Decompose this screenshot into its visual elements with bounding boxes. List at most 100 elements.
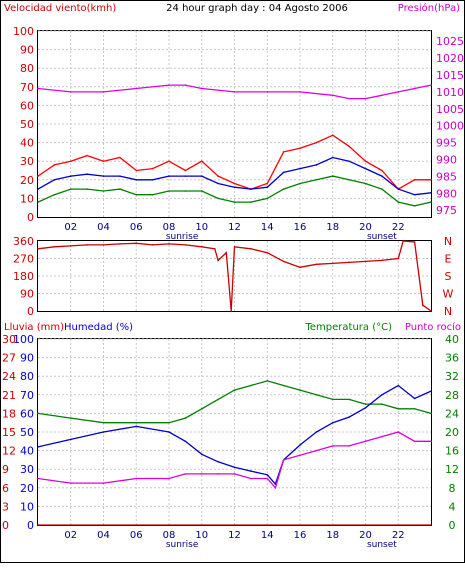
- humidity-tick-80: 80: [20, 370, 34, 383]
- series-temperature-line-point: [282, 384, 285, 387]
- series-direction-line-point: [402, 240, 405, 242]
- series-humidity-line-point: [102, 431, 105, 433]
- series-mean-line-point: [266, 186, 269, 188]
- series-temperature-line-point: [250, 384, 252, 387]
- x-tick-label-16: 16: [294, 222, 307, 233]
- series-dew-point-line-point: [397, 431, 400, 433]
- series-gust-line-point: [102, 160, 105, 162]
- series-gust-line-point: [53, 164, 56, 166]
- sunset-label: sunset: [367, 540, 397, 550]
- series-temperature-line-point: [37, 412, 39, 415]
- series-gust-line-point: [315, 141, 318, 144]
- series-pressure-line-point: [135, 87, 138, 90]
- series-direction-line-point: [168, 243, 170, 245]
- wind-grid: [38, 30, 431, 217]
- series-humidity-line-point: [135, 425, 138, 428]
- wind-tick-80: 80: [20, 62, 34, 75]
- series-minimum-line-point: [364, 182, 367, 185]
- series-minimum-line-point: [201, 190, 203, 192]
- series-dew-point-line-point: [70, 482, 72, 484]
- series-minimum-line-point: [217, 197, 219, 200]
- temperature-tick-4: 4: [449, 500, 456, 513]
- series-gust-line-point: [233, 182, 236, 185]
- x-tick-label-02: 02: [64, 530, 77, 541]
- series-humidity-line-point: [201, 453, 203, 456]
- x-tick-label-14: 14: [261, 530, 274, 541]
- temperature-axis-label: Temperatura (°C): [304, 322, 392, 333]
- wind-axis-ticks: 0102030405060708090100975980985990995100…: [13, 25, 464, 242]
- x-tick-label-10: 10: [195, 530, 208, 541]
- wind-tick-10: 10: [20, 192, 34, 205]
- series-dew-point-line-point: [348, 445, 350, 447]
- rain-tick-15: 15: [2, 426, 16, 439]
- series-pressure-line-point: [364, 97, 367, 100]
- series-mean-line-point: [299, 167, 301, 170]
- series-dew-point-line-point: [315, 449, 318, 452]
- series-dew-point-line-point: [168, 477, 170, 480]
- series-gust-line-point: [86, 154, 88, 157]
- series-minimum-line-point: [37, 201, 39, 203]
- series-direction-line: [37, 240, 432, 312]
- series-temperature-line-point: [397, 408, 400, 410]
- humidity-tick-50: 50: [20, 426, 34, 439]
- series-pressure-line-point: [348, 97, 350, 100]
- series-pressure-line-point: [37, 87, 39, 90]
- x-tick-label-08: 08: [163, 530, 176, 541]
- series-dew-point-line-point: [135, 477, 138, 480]
- series-direction-line-point: [214, 248, 216, 250]
- series-minimum-line-point: [233, 201, 236, 203]
- series-humidity-line-point: [315, 431, 318, 433]
- series-gust-line-point: [413, 179, 416, 181]
- temperature-tick-24: 24: [445, 407, 459, 420]
- series-direction-line-point: [201, 246, 203, 248]
- series-gust-line-point: [266, 182, 269, 185]
- series-minimum-line-point: [266, 197, 269, 200]
- series-direction-line-point: [233, 246, 236, 248]
- temperature-tick-8: 8: [449, 482, 456, 495]
- series-mean-line-point: [86, 173, 88, 175]
- humidity-axis-label: Humedad (%): [64, 322, 133, 333]
- series-gust-line-point: [168, 160, 170, 162]
- series-pressure-line-point: [299, 91, 301, 93]
- series-humidity-line-point: [397, 384, 400, 387]
- rain-tick-30: 30: [2, 333, 16, 346]
- series-humidity-line-point: [430, 390, 432, 392]
- series-dew-point-line-point: [233, 473, 236, 475]
- series-minimum-line-point: [348, 179, 350, 181]
- series-mean-line-point: [168, 175, 170, 177]
- series-mean-line-point: [250, 188, 252, 190]
- rain-axis-label: Lluvia (mm): [4, 322, 64, 333]
- series-direction-line-point: [135, 242, 138, 245]
- series-dew-point-line-point: [274, 487, 277, 489]
- series-temperature-line-point: [430, 412, 432, 415]
- x-tick-label-04: 04: [97, 222, 110, 233]
- pressure-tick-1000: 1000: [436, 120, 464, 133]
- x-tick-label-22: 22: [392, 222, 405, 233]
- series-direction-line-point: [37, 248, 39, 250]
- series-temperature-line-point: [364, 403, 367, 405]
- direction-line-group: [37, 240, 432, 312]
- series-mean-line-point: [37, 188, 39, 190]
- x-tick-label-06: 06: [130, 222, 143, 233]
- series-dew-point-line: [37, 431, 431, 490]
- series-mean-line-point: [70, 175, 72, 177]
- x-tick-label-02: 02: [64, 222, 77, 233]
- x-tick-label-16: 16: [294, 530, 307, 541]
- series-dew-point-line-point: [217, 473, 219, 475]
- series-temperature-line-point: [184, 417, 187, 419]
- series-minimum-line-point: [53, 193, 56, 196]
- pressure-axis-label: Presión(hPa): [398, 2, 460, 14]
- series-dew-point-line-point: [332, 445, 334, 447]
- x-tick-label-22: 22: [392, 530, 405, 541]
- series-direction-line-point: [299, 266, 301, 269]
- series-mean-line-point: [348, 160, 350, 162]
- wind-axis-label: Velocidad viento(kmh): [4, 3, 116, 14]
- humidity-tick-10: 10: [20, 500, 34, 513]
- humidity-tick-30: 30: [20, 463, 34, 476]
- x-tick-label-12: 12: [228, 222, 241, 233]
- temperature-tick-40: 40: [445, 333, 459, 346]
- series-direction-line-point: [315, 263, 318, 266]
- direction-tick-180: 180: [13, 270, 34, 283]
- direction-panel-frame: [37, 240, 432, 312]
